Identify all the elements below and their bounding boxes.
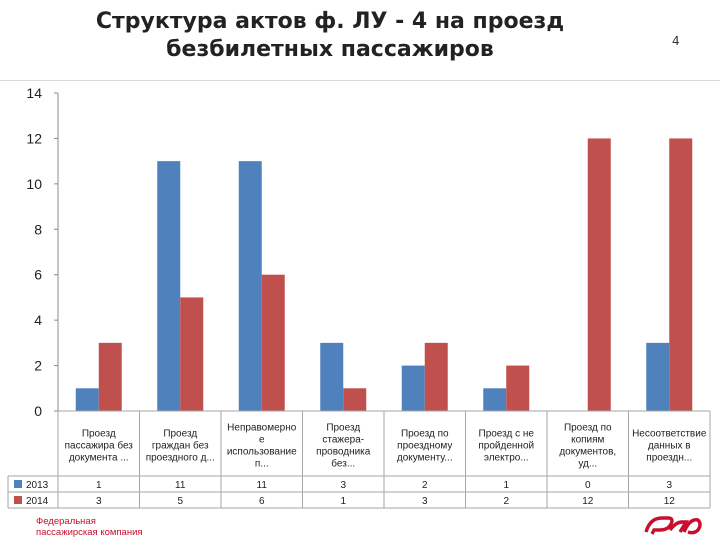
rzd-logo	[644, 516, 702, 535]
y-tick-label: 12	[26, 130, 42, 146]
bar-2014-5	[424, 342, 448, 411]
x-category-label: стажера-	[322, 435, 364, 446]
company-name: Федеральная пассажирская компания	[36, 516, 143, 538]
x-category-label: документу...	[397, 453, 453, 464]
table-value-2013: 3	[340, 480, 346, 491]
bar-2013-4	[320, 342, 344, 411]
y-tick-label: 8	[34, 221, 42, 237]
x-category-label: без...	[331, 458, 355, 470]
bar-2014-6	[506, 365, 530, 411]
x-category-label: Неправомерно	[227, 423, 297, 434]
x-category-label: использование	[227, 447, 297, 458]
bar-2013-5	[401, 365, 425, 411]
y-tick-label: 2	[34, 358, 42, 374]
x-category-label: электро...	[484, 453, 529, 464]
bar-2013-1	[75, 388, 99, 411]
company-name-line-2: пассажирская компания	[36, 527, 143, 538]
x-category-label: Проезд по	[401, 429, 449, 440]
bar-2014-7	[587, 138, 611, 411]
x-category-label: граждан без	[152, 440, 209, 452]
bar-2014-1	[98, 342, 122, 411]
x-category-label: данных в	[648, 441, 691, 452]
x-category-label: пройденной	[478, 441, 534, 452]
x-category-label: е	[259, 435, 265, 446]
slide-title: Структура актов ф. ЛУ - 4 на проезд безб…	[95, 9, 565, 62]
y-tick-label: 14	[26, 85, 42, 101]
x-category-label: копиям	[571, 435, 604, 446]
slide-header: Структура актов ф. ЛУ - 4 на проезд безб…	[0, 0, 720, 80]
x-category-label: проездному	[397, 441, 452, 452]
table-value-2014: 12	[582, 496, 594, 507]
slide-number: 4	[672, 34, 680, 48]
x-category-label: Проезд по	[564, 423, 612, 434]
table-value-2014: 2	[503, 496, 509, 507]
x-category-label: проездного д...	[146, 453, 215, 464]
table-value-2014: 12	[664, 496, 676, 507]
table-value-2013: 0	[585, 480, 591, 491]
x-category-label: документа ...	[69, 453, 129, 464]
legend-label-2013: 2013	[26, 480, 49, 491]
bar-2014-8	[669, 138, 693, 411]
x-category-label: пассажира без	[65, 440, 134, 452]
bar-2014-2	[180, 297, 204, 411]
bar-2014-3	[261, 274, 285, 411]
x-category-label: Проезд	[326, 423, 360, 434]
bar-2014-4	[343, 388, 367, 411]
table-value-2013: 2	[422, 480, 428, 491]
table-value-2014: 3	[422, 496, 428, 507]
x-category-label: Проезд	[163, 429, 197, 440]
legend-label-2014: 2014	[26, 496, 49, 507]
y-tick-label: 10	[26, 176, 42, 192]
table-value-2013: 3	[666, 480, 672, 491]
bar-2013-8	[646, 342, 670, 411]
table-value-2013: 11	[175, 480, 186, 491]
table-value-2014: 3	[96, 496, 102, 507]
bar-2013-3	[238, 161, 262, 411]
x-category-label: Проезд	[82, 429, 116, 440]
legend-key-2013	[14, 480, 22, 488]
table-value-2014: 5	[177, 496, 183, 507]
x-category-label: п...	[255, 459, 269, 470]
bar-2013-2	[157, 161, 181, 411]
table-value-2014: 6	[259, 496, 265, 507]
x-category-label: Несоответствие	[632, 429, 707, 440]
x-category-label: проездн...	[646, 453, 692, 464]
bar-2013-6	[483, 388, 507, 411]
chart-area: 0 2 4 6 8 10 12 14 Проезд пассажира без документа …	[0, 80, 720, 511]
slide-footer	[0, 512, 720, 540]
x-category-label: Проезд с не	[479, 429, 535, 440]
table-value-2013: 1	[96, 480, 102, 491]
x-category-label: проводника	[316, 447, 371, 458]
table-value-2014: 1	[340, 496, 346, 507]
x-category-label: документов,	[559, 447, 616, 458]
table-value-2013: 1	[503, 480, 509, 491]
y-tick-label: 6	[34, 267, 42, 283]
legend-key-2014	[14, 496, 22, 504]
y-tick-label: 0	[34, 403, 42, 419]
y-tick-label: 4	[34, 312, 42, 328]
company-name-line-1: Федеральная	[36, 516, 96, 527]
table-value-2013: 11	[257, 480, 268, 491]
x-category-label: уд...	[578, 459, 597, 470]
